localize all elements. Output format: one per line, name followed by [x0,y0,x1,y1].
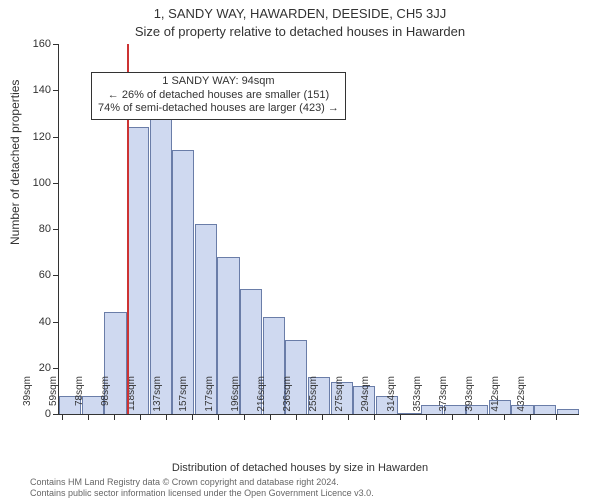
histogram-bar [127,127,149,414]
x-tick [322,414,323,420]
x-tick [114,414,115,420]
x-tick [400,414,401,420]
x-tick-label: 432sqm [516,376,527,420]
x-tick [556,414,557,420]
x-tick-label: 137sqm [152,376,163,420]
x-tick [270,414,271,420]
y-tick-label: 140 [33,84,59,96]
x-tick-label: 39sqm [22,376,33,420]
x-tick [348,414,349,420]
annotation-line-subject: 1 SANDY WAY: 94sqm [98,75,339,89]
x-tick [166,414,167,420]
y-tick-label: 20 [39,362,59,374]
x-tick [192,414,193,420]
x-tick [296,414,297,420]
x-tick-label: 78sqm [74,376,85,420]
x-tick-label: 314sqm [386,376,397,420]
annotation-line-larger: 74% of semi-detached houses are larger (… [98,102,339,116]
y-tick-label: 100 [33,177,59,189]
footer-attribution: Contains HM Land Registry data © Crown c… [30,477,590,498]
histogram-bar [534,405,556,414]
x-tick [218,414,219,420]
plot-area: 02040608010012014016039sqm59sqm78sqm98sq… [58,44,579,415]
x-tick-label: 275sqm [334,376,345,420]
x-tick [62,414,63,420]
x-axis-label: Distribution of detached houses by size … [0,462,600,474]
x-tick [452,414,453,420]
histogram-bar [150,113,172,414]
chart-container: 1, SANDY WAY, HAWARDEN, DEESIDE, CH5 3JJ… [0,0,600,500]
chart-subtitle: Size of property relative to detached ho… [0,24,600,39]
histogram-bar [172,150,194,414]
annotation-line-smaller: ← 26% of detached houses are smaller (15… [98,89,339,103]
x-tick-label: 157sqm [178,376,189,420]
x-tick [426,414,427,420]
x-tick-label: 98sqm [100,376,111,420]
x-tick-label: 59sqm [48,376,59,420]
x-tick-label: 196sqm [230,376,241,420]
footer-line-1: Contains HM Land Registry data © Crown c… [30,477,590,487]
x-tick [244,414,245,420]
x-tick [504,414,505,420]
y-tick-label: 120 [33,131,59,143]
x-tick-label: 373sqm [438,376,449,420]
footer-line-2: Contains public sector information licen… [30,488,590,498]
y-tick-label: 80 [39,223,59,235]
x-tick [478,414,479,420]
y-tick-label: 40 [39,316,59,328]
x-tick [374,414,375,420]
y-tick-label: 60 [39,269,59,281]
x-tick [530,414,531,420]
x-tick-label: 412sqm [490,376,501,420]
x-tick-label: 236sqm [282,376,293,420]
x-tick [140,414,141,420]
x-tick-label: 216sqm [256,376,267,420]
x-tick-label: 393sqm [464,376,475,420]
chart-title-address: 1, SANDY WAY, HAWARDEN, DEESIDE, CH5 3JJ [0,6,600,21]
x-tick-label: 353sqm [412,376,423,420]
y-axis-label: Number of detached properties [8,80,22,245]
x-tick-label: 294sqm [360,376,371,420]
x-tick-label: 177sqm [204,376,215,420]
annotation-box: 1 SANDY WAY: 94sqm← 26% of detached hous… [91,72,346,120]
histogram-bar [557,409,579,414]
x-tick-label: 255sqm [308,376,319,420]
y-tick-label: 160 [33,38,59,50]
x-tick [88,414,89,420]
